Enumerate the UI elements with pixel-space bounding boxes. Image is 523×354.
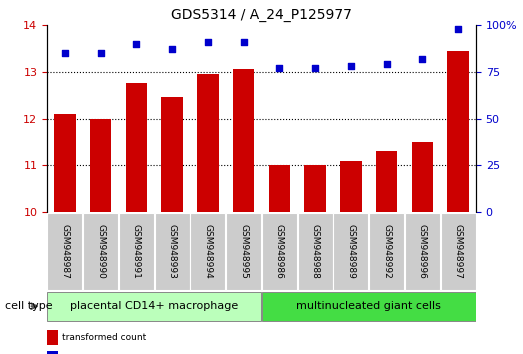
FancyBboxPatch shape — [48, 213, 83, 290]
Point — [203, 39, 212, 45]
Text: GSM948987: GSM948987 — [61, 224, 70, 279]
FancyBboxPatch shape — [119, 213, 154, 290]
Point — [240, 39, 248, 45]
Point — [454, 26, 462, 32]
FancyBboxPatch shape — [262, 213, 297, 290]
FancyBboxPatch shape — [440, 213, 475, 290]
Bar — [412, 142, 433, 212]
Text: GSM948990: GSM948990 — [96, 224, 105, 279]
Text: GSM948989: GSM948989 — [346, 224, 355, 279]
Bar — [90, 119, 111, 212]
Bar — [304, 166, 326, 212]
FancyBboxPatch shape — [83, 213, 118, 290]
Bar — [233, 69, 254, 212]
Bar — [47, 330, 58, 345]
Point — [275, 65, 283, 71]
Text: GSM948991: GSM948991 — [132, 224, 141, 279]
FancyBboxPatch shape — [405, 213, 440, 290]
Point — [418, 56, 426, 61]
FancyBboxPatch shape — [48, 292, 261, 321]
Point — [132, 41, 141, 46]
Text: cell type: cell type — [5, 301, 53, 311]
Text: placental CD14+ macrophage: placental CD14+ macrophage — [70, 301, 238, 311]
Bar — [126, 84, 147, 212]
Text: GSM948988: GSM948988 — [311, 224, 320, 279]
Text: transformed count: transformed count — [62, 333, 146, 342]
Text: GSM948992: GSM948992 — [382, 224, 391, 279]
Bar — [376, 152, 397, 212]
Text: GSM948995: GSM948995 — [239, 224, 248, 279]
Point — [168, 46, 176, 52]
FancyBboxPatch shape — [369, 213, 404, 290]
FancyBboxPatch shape — [226, 213, 261, 290]
Text: multinucleated giant cells: multinucleated giant cells — [296, 301, 441, 311]
Bar — [269, 166, 290, 212]
Point — [311, 65, 319, 71]
Bar — [54, 114, 76, 212]
FancyBboxPatch shape — [190, 213, 225, 290]
Point — [96, 50, 105, 56]
Bar — [447, 51, 469, 212]
FancyBboxPatch shape — [155, 213, 190, 290]
Bar — [197, 74, 219, 212]
Text: GSM948993: GSM948993 — [168, 224, 177, 279]
FancyBboxPatch shape — [333, 213, 368, 290]
Point — [61, 50, 69, 56]
Bar — [162, 97, 183, 212]
FancyBboxPatch shape — [262, 292, 475, 321]
Title: GDS5314 / A_24_P125977: GDS5314 / A_24_P125977 — [171, 8, 352, 22]
Bar — [47, 351, 58, 354]
Text: GSM948996: GSM948996 — [418, 224, 427, 279]
FancyBboxPatch shape — [298, 213, 333, 290]
Point — [347, 63, 355, 69]
Text: GSM948986: GSM948986 — [275, 224, 284, 279]
Point — [382, 61, 391, 67]
Text: GSM948994: GSM948994 — [203, 224, 212, 279]
Bar — [340, 161, 361, 212]
Text: GSM948997: GSM948997 — [453, 224, 462, 279]
